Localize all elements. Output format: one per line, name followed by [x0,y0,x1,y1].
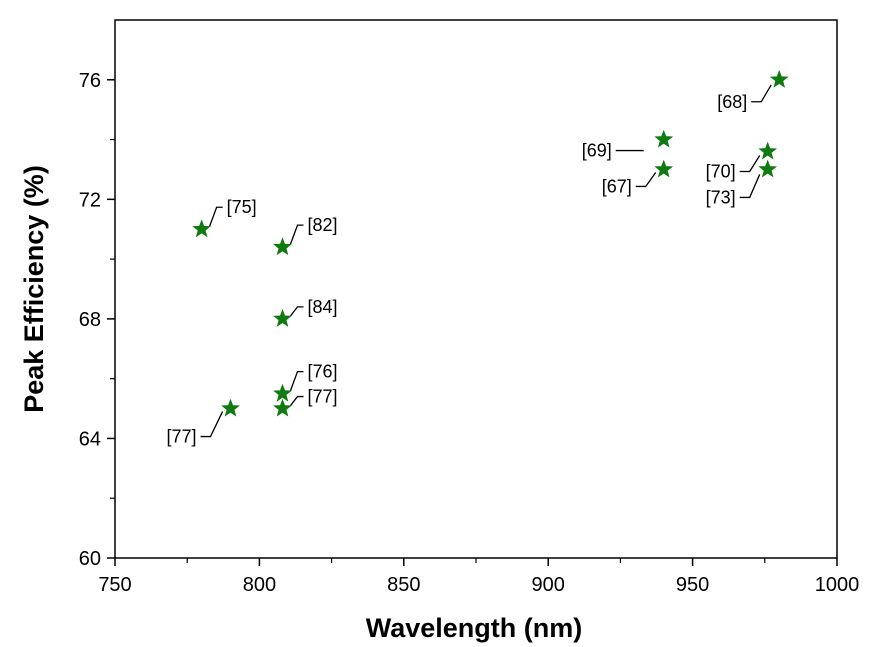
annotation-leader [739,155,761,173]
data-point [758,141,778,160]
x-tick-label: 750 [98,574,131,596]
point-label: [70] [706,162,736,182]
data-point [758,159,778,178]
data-point [273,383,292,402]
x-tick-label: 950 [676,574,709,596]
x-tick-label: 800 [243,574,276,596]
annotation-leader [289,306,304,317]
annotation-leader [751,84,772,103]
annotation-leader [289,224,304,245]
y-axis-title: Peak Efficiency (%) [19,165,49,413]
y-tick-label: 76 [79,70,101,92]
x-tick-label: 850 [387,574,420,596]
point-label: [73] [706,187,736,207]
annotation-leader [739,174,761,199]
data-point [273,237,292,256]
point-label: [75] [227,197,257,217]
y-tick-label: 64 [79,428,101,450]
point-label: [68] [717,92,747,112]
point-label: [77] [308,387,338,407]
data-point [654,159,674,178]
point-label: [84] [308,297,338,317]
point-label: [76] [308,362,338,382]
point-label: [67] [602,176,632,196]
axis-ticks [107,79,838,566]
x-axis-title: Wavelength (nm) [366,613,583,643]
data-point [654,129,674,148]
annotation-leader [200,411,224,438]
point-label: [82] [308,215,338,235]
annotation-leader [289,395,304,406]
data-points [192,69,789,417]
annotation-leader [209,206,223,227]
data-point [221,398,240,417]
data-point [192,219,212,238]
y-tick-label: 60 [79,548,101,570]
point-label: [77] [166,427,196,447]
y-tick-label: 72 [79,189,101,211]
annotation-leader [635,172,657,188]
data-point [273,309,292,327]
x-tick-label: 1000 [815,574,860,596]
axis-tick-labels: 750 800 850 900 950 1000 60 64 68 72 76 [79,70,860,596]
annotation-leader [289,370,304,391]
point-annotations: [75] [82] [84] [76] [77] [77] [69] [67] [68] [70]… [166,84,772,447]
x-tick-label: 900 [532,574,565,596]
data-point [769,69,789,88]
y-tick-label: 68 [79,309,101,331]
data-point [273,398,292,417]
point-label: [69] [582,141,612,161]
